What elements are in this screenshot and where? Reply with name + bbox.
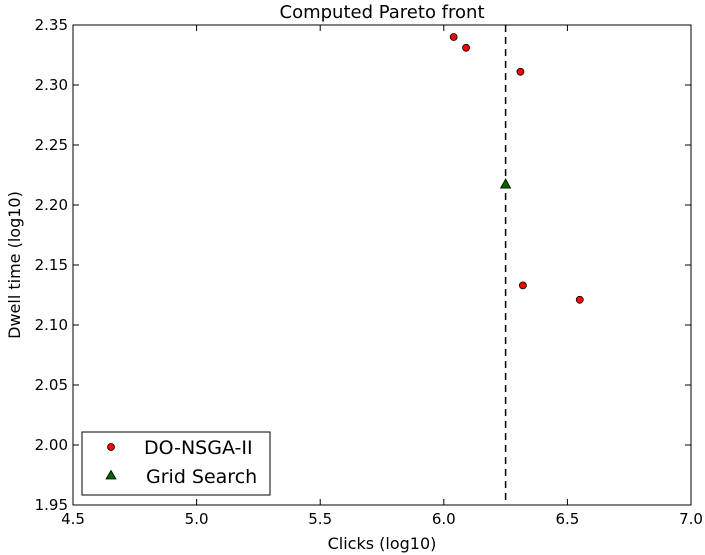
y-tick-label: 2.25 xyxy=(35,136,68,154)
y-tick-label: 2.35 xyxy=(35,16,68,34)
plot-area xyxy=(72,24,692,506)
legend-label-do-nsga-ii: DO-NSGA-II xyxy=(144,437,253,459)
x-tick-label: 4.5 xyxy=(61,510,85,528)
y-tick-label: 2.10 xyxy=(35,316,68,334)
x-axis-title: Clicks (log10) xyxy=(328,534,437,553)
data-point-do-nsga-ii xyxy=(516,67,525,76)
data-point-do-nsga-ii xyxy=(449,33,458,41)
y-tick-label: 2.20 xyxy=(35,196,68,214)
legend-marker-grid-search xyxy=(105,469,117,480)
y-tick-label: 2.15 xyxy=(35,256,68,274)
data-point-grid-search xyxy=(499,178,512,189)
x-tick-label: 5.0 xyxy=(185,510,209,528)
y-tick-label: 1.95 xyxy=(35,496,68,514)
legend-marker-do-nsga-ii xyxy=(107,443,115,451)
y-tick-label: 2.30 xyxy=(35,76,68,94)
data-point-do-nsga-ii xyxy=(575,295,584,304)
axis-ticks: 4.5 5.0 5.5 6.0 6.5 7.0 1.95 2.00 2.05 2.10 2.15 2.… xyxy=(35,16,703,528)
data-point-do-nsga-ii xyxy=(519,281,527,290)
y-tick-label: 2.05 xyxy=(35,376,68,394)
x-tick-label: 5.5 xyxy=(308,510,332,528)
data-point-do-nsga-ii xyxy=(462,43,470,52)
chart-title: Computed Pareto front xyxy=(280,2,485,23)
plot-frame xyxy=(72,24,692,506)
x-tick-label: 6.5 xyxy=(555,510,579,528)
legend-frame xyxy=(81,431,271,496)
y-axis-title: Dwell time (log10) xyxy=(5,191,24,339)
y-tick-label: 2.00 xyxy=(35,436,68,454)
x-tick-label: 7.0 xyxy=(679,510,703,528)
legend-label-grid-search: Grid Search xyxy=(146,466,257,488)
x-tick-label: 6.0 xyxy=(432,510,456,528)
legend: DO-NSGA-II Grid Search xyxy=(81,431,271,496)
